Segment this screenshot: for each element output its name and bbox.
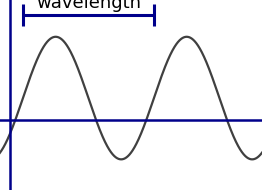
Text: wavelength: wavelength bbox=[36, 0, 141, 12]
